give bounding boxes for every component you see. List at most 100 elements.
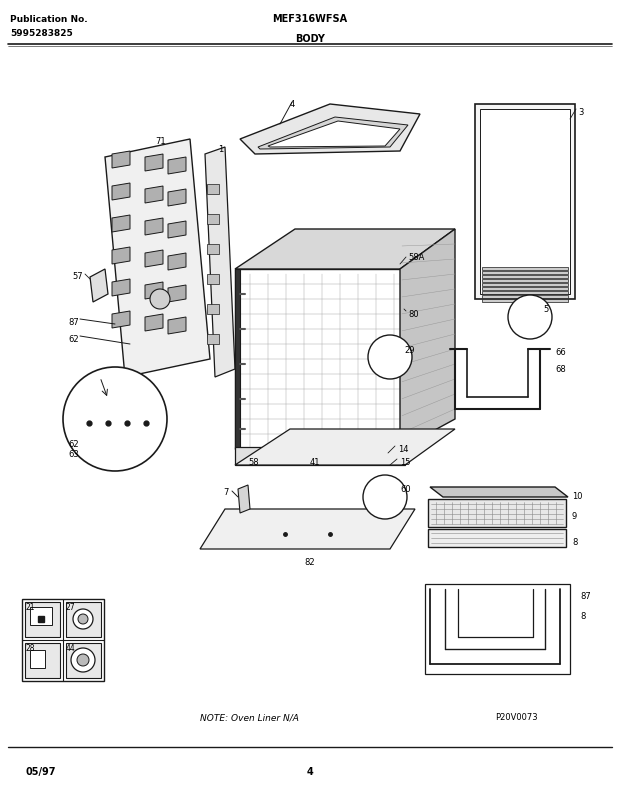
Text: 7: 7 <box>223 487 228 496</box>
Text: 62: 62 <box>68 439 79 448</box>
Bar <box>482 287 568 291</box>
Text: 68: 68 <box>555 365 565 373</box>
Bar <box>482 300 568 303</box>
Circle shape <box>363 475 407 520</box>
Bar <box>425 585 570 675</box>
Bar <box>101 407 116 430</box>
Text: 21: 21 <box>25 602 35 611</box>
Text: 9: 9 <box>572 512 577 520</box>
Circle shape <box>63 368 167 471</box>
Polygon shape <box>145 187 163 204</box>
Bar <box>482 296 568 299</box>
Text: 3: 3 <box>578 108 583 117</box>
Polygon shape <box>430 487 568 497</box>
Text: 41: 41 <box>310 458 321 467</box>
Text: 29: 29 <box>404 345 415 355</box>
Polygon shape <box>145 283 163 300</box>
Polygon shape <box>168 222 186 238</box>
Polygon shape <box>400 230 455 450</box>
Polygon shape <box>112 152 130 169</box>
Text: 4: 4 <box>290 100 295 109</box>
Text: 87: 87 <box>580 591 591 601</box>
Text: Publication No.: Publication No. <box>10 15 87 24</box>
Bar <box>428 529 566 548</box>
Polygon shape <box>238 485 250 513</box>
Polygon shape <box>268 122 400 148</box>
Text: NOTE: Oven Liner N/A: NOTE: Oven Liner N/A <box>200 712 299 722</box>
Bar <box>207 335 219 344</box>
Bar <box>207 214 219 225</box>
Polygon shape <box>105 140 210 377</box>
Bar <box>384 352 396 364</box>
Bar <box>30 607 52 626</box>
Polygon shape <box>205 148 235 377</box>
Bar <box>139 407 154 430</box>
Circle shape <box>150 290 170 310</box>
Polygon shape <box>75 405 155 434</box>
Bar <box>25 602 60 638</box>
Text: 82: 82 <box>304 557 316 566</box>
Text: 4: 4 <box>307 766 313 776</box>
Polygon shape <box>145 315 163 332</box>
Bar <box>120 407 135 430</box>
Text: 10: 10 <box>572 491 583 500</box>
Text: 60: 60 <box>400 484 410 493</box>
Polygon shape <box>200 509 415 549</box>
Bar <box>482 283 568 287</box>
Polygon shape <box>112 279 130 296</box>
Text: MEF316WFSA: MEF316WFSA <box>272 14 348 24</box>
Text: 05/97: 05/97 <box>25 766 56 776</box>
Text: 5: 5 <box>543 304 548 314</box>
Bar <box>30 650 45 668</box>
Bar <box>482 267 568 271</box>
Polygon shape <box>258 118 408 150</box>
Bar <box>482 291 568 295</box>
Bar <box>207 275 219 284</box>
Text: 80: 80 <box>408 310 419 319</box>
Polygon shape <box>112 312 130 328</box>
Wedge shape <box>523 310 538 318</box>
Text: 62: 62 <box>68 335 79 344</box>
Circle shape <box>73 609 93 630</box>
Polygon shape <box>168 158 186 175</box>
Text: 66: 66 <box>555 348 565 357</box>
Polygon shape <box>235 230 455 270</box>
Text: 15: 15 <box>400 458 410 467</box>
Bar <box>66 602 101 638</box>
Bar <box>207 304 219 315</box>
Text: 8: 8 <box>572 537 577 546</box>
Bar <box>482 279 568 283</box>
Polygon shape <box>112 247 130 265</box>
Polygon shape <box>90 270 108 303</box>
Bar <box>235 447 405 466</box>
Bar <box>25 643 60 679</box>
Polygon shape <box>145 218 163 236</box>
Polygon shape <box>168 190 186 206</box>
Wedge shape <box>378 491 392 504</box>
Bar <box>207 185 219 195</box>
Bar <box>22 599 104 681</box>
Text: 8: 8 <box>580 611 585 620</box>
Text: BODY: BODY <box>295 34 325 44</box>
Circle shape <box>77 654 89 666</box>
Bar <box>82 407 97 430</box>
Text: 27: 27 <box>66 602 76 611</box>
Bar <box>482 271 568 275</box>
Circle shape <box>78 614 88 624</box>
Text: 5995283825: 5995283825 <box>10 29 73 38</box>
Text: 44: 44 <box>66 643 76 652</box>
Bar <box>428 499 566 528</box>
Bar <box>482 275 568 279</box>
Circle shape <box>368 336 412 380</box>
Polygon shape <box>168 318 186 335</box>
Bar <box>207 245 219 255</box>
Text: 71: 71 <box>155 137 166 146</box>
Bar <box>235 270 405 450</box>
Polygon shape <box>240 105 420 155</box>
Polygon shape <box>145 155 163 172</box>
Text: 87: 87 <box>68 318 79 327</box>
Text: 58A: 58A <box>408 253 424 262</box>
Polygon shape <box>235 270 240 450</box>
Text: 28: 28 <box>25 643 35 652</box>
Text: 58: 58 <box>248 458 259 467</box>
